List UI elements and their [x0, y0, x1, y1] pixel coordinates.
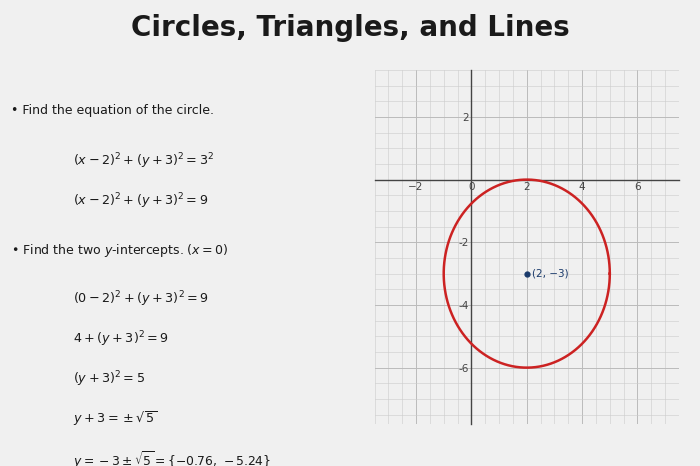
Text: $y = -3 \pm \sqrt{5} = \{-0.76,\,-5.24\}$: $y = -3 \pm \sqrt{5} = \{-0.76,\,-5.24\}…: [73, 449, 271, 466]
Text: • Find the two $y$-intercepts. ($x = 0$): • Find the two $y$-intercepts. ($x = 0$): [10, 242, 228, 259]
Text: $(x - 2)^{2} + (y + 3)^{2} = 9$: $(x - 2)^{2} + (y + 3)^{2} = 9$: [73, 192, 208, 211]
Text: $y + 3 = \pm\sqrt{5}$: $y + 3 = \pm\sqrt{5}$: [73, 410, 157, 428]
Text: $(y + 3)^{2} = 5$: $(y + 3)^{2} = 5$: [73, 370, 144, 389]
Text: $4 + (y + 3)^{2} = 9$: $4 + (y + 3)^{2} = 9$: [73, 329, 169, 349]
Text: (2, −3): (2, −3): [532, 268, 568, 279]
Text: Circles, Triangles, and Lines: Circles, Triangles, and Lines: [131, 14, 569, 42]
Text: • Find the equation of the circle.: • Find the equation of the circle.: [10, 104, 214, 117]
Text: $(x - 2)^{2} + (y + 3)^{2} = 3^{2}$: $(x - 2)^{2} + (y + 3)^{2} = 3^{2}$: [73, 151, 214, 171]
Text: $(0 - 2)^{2} + (y + 3)^{2} = 9$: $(0 - 2)^{2} + (y + 3)^{2} = 9$: [73, 289, 209, 309]
